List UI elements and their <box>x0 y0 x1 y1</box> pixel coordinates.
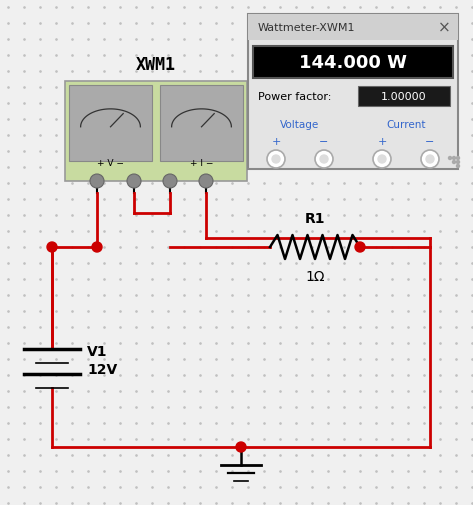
Text: Current: Current <box>386 120 426 130</box>
Circle shape <box>199 175 213 189</box>
Circle shape <box>373 150 391 169</box>
Text: Voltage: Voltage <box>280 120 320 130</box>
Text: +: + <box>377 137 387 147</box>
FancyBboxPatch shape <box>69 86 152 162</box>
Circle shape <box>272 156 280 164</box>
Circle shape <box>47 242 57 252</box>
Circle shape <box>448 157 452 160</box>
Text: V1: V1 <box>87 344 107 358</box>
Circle shape <box>163 175 177 189</box>
FancyBboxPatch shape <box>358 87 450 107</box>
Text: +: + <box>272 137 280 147</box>
Circle shape <box>456 161 459 164</box>
Circle shape <box>426 156 434 164</box>
Text: + V −: + V − <box>97 159 124 168</box>
Text: 1.00000: 1.00000 <box>381 92 427 102</box>
Text: −: − <box>319 137 329 147</box>
Circle shape <box>90 175 104 189</box>
Circle shape <box>127 175 141 189</box>
Circle shape <box>320 156 328 164</box>
Text: + I −: + I − <box>190 159 213 168</box>
Text: 12V: 12V <box>87 362 117 376</box>
Circle shape <box>453 161 455 164</box>
Circle shape <box>421 150 439 169</box>
Circle shape <box>456 157 459 160</box>
Text: Wattmeter-XWM1: Wattmeter-XWM1 <box>258 23 356 33</box>
Text: Power factor:: Power factor: <box>258 92 332 102</box>
Circle shape <box>267 150 285 169</box>
Text: 1Ω: 1Ω <box>305 270 325 283</box>
Text: XWM1: XWM1 <box>136 56 176 74</box>
Text: ×: × <box>438 21 450 35</box>
FancyBboxPatch shape <box>160 86 243 162</box>
Circle shape <box>355 242 365 252</box>
Circle shape <box>92 242 102 252</box>
Circle shape <box>315 150 333 169</box>
Text: R1: R1 <box>305 212 325 226</box>
FancyBboxPatch shape <box>248 15 458 170</box>
Circle shape <box>453 157 455 160</box>
Circle shape <box>236 442 246 452</box>
FancyBboxPatch shape <box>253 47 453 79</box>
FancyBboxPatch shape <box>248 15 458 41</box>
Circle shape <box>378 156 386 164</box>
Text: −: − <box>425 137 435 147</box>
FancyBboxPatch shape <box>65 82 247 182</box>
Text: 144.000 W: 144.000 W <box>299 54 407 72</box>
Circle shape <box>456 165 459 168</box>
